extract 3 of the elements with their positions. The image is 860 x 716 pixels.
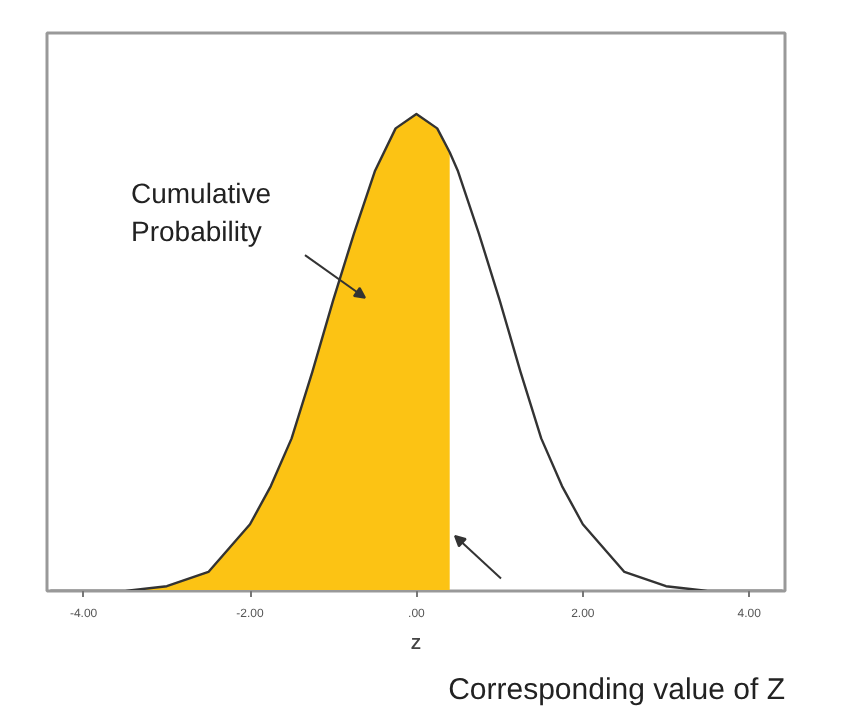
text: Corresponding value of Z: [448, 673, 786, 707]
x-axis-title: Z: [411, 635, 422, 653]
annotation: Cumulative Probability: [131, 176, 272, 248]
